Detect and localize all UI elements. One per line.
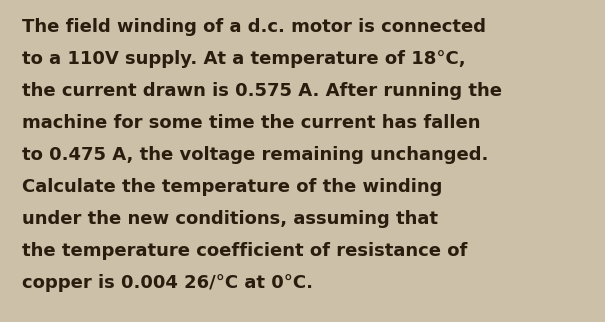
Text: machine for some time the current has fallen: machine for some time the current has fa… (22, 114, 480, 132)
Text: to a 110V supply. At a temperature of 18°C,: to a 110V supply. At a temperature of 18… (22, 50, 466, 68)
Text: the current drawn is 0.575 A. After running the: the current drawn is 0.575 A. After runn… (22, 82, 502, 100)
Text: to 0.475 A, the voltage remaining unchanged.: to 0.475 A, the voltage remaining unchan… (22, 146, 488, 164)
Text: under the new conditions, assuming that: under the new conditions, assuming that (22, 210, 438, 228)
Text: Calculate the temperature of the winding: Calculate the temperature of the winding (22, 178, 442, 196)
Text: The field winding of a d.c. motor is connected: The field winding of a d.c. motor is con… (22, 18, 486, 36)
Text: copper is 0.004 26/°C at 0°C.: copper is 0.004 26/°C at 0°C. (22, 274, 313, 292)
Text: the temperature coefficient of resistance of: the temperature coefficient of resistanc… (22, 242, 468, 260)
